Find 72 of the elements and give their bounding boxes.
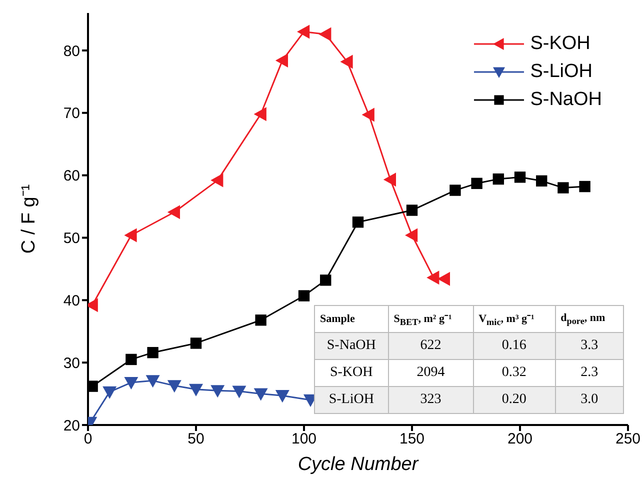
- y-tick-label: 30: [63, 354, 80, 372]
- point: [190, 338, 202, 349]
- annotation: 2.3: [580, 365, 598, 380]
- x-tick-label: 100: [291, 430, 317, 448]
- annotation: 0.20: [502, 392, 526, 407]
- annotation: 3.0: [580, 392, 598, 407]
- point: [210, 173, 224, 188]
- point: [536, 175, 548, 187]
- point: [255, 314, 266, 326]
- y-tick-label: 50: [63, 230, 80, 248]
- legend-label: S-LiOH: [530, 61, 592, 83]
- x-tick-label: 0: [84, 430, 92, 448]
- x-tick-label: 150: [399, 430, 425, 448]
- annotation: 3.3: [580, 338, 598, 353]
- y-tick-label: 40: [63, 292, 80, 310]
- point: [406, 204, 418, 216]
- annotation: d$_{pore}$, nm: [560, 312, 606, 326]
- annotation: 0.16: [502, 338, 526, 353]
- annotation: S$_{BET}$, m² g⁻¹: [394, 313, 452, 328]
- point: [147, 346, 158, 358]
- point: [298, 290, 310, 302]
- point: [254, 107, 266, 122]
- point: [558, 182, 569, 194]
- point: [579, 180, 590, 192]
- point: [437, 272, 450, 286]
- point: [88, 380, 98, 392]
- point: [471, 178, 482, 190]
- annotation: S-LiOH: [328, 392, 374, 407]
- point: [189, 384, 203, 396]
- x-axis-title: Cycle Number: [298, 454, 419, 475]
- point: [126, 354, 137, 366]
- point: [210, 385, 225, 398]
- point: [426, 270, 440, 285]
- point: [167, 380, 182, 393]
- x-tick-label: 250: [615, 430, 641, 448]
- point: [405, 228, 418, 242]
- annotation: 2094: [416, 365, 445, 380]
- point: [275, 53, 288, 68]
- legend-label: S-NaOH: [530, 89, 602, 111]
- annotation: S-NaOH: [326, 338, 376, 353]
- point: [340, 54, 353, 69]
- point: [167, 205, 180, 220]
- y-axis-title: C / F g⁻¹: [18, 184, 40, 254]
- point: [492, 173, 504, 185]
- annotation: V$_{mic}$, m³ g⁻¹: [478, 313, 534, 328]
- point: [362, 108, 374, 122]
- point: [146, 375, 160, 388]
- annotation: 0.32: [502, 365, 526, 380]
- point: [352, 216, 364, 228]
- point: [232, 386, 246, 398]
- point: [124, 228, 137, 242]
- point: [102, 386, 117, 399]
- point: [383, 172, 396, 187]
- annotation: 622: [420, 338, 442, 353]
- annotation: Sample: [320, 313, 355, 325]
- y-tick-label: 20: [63, 417, 80, 434]
- y-tick-label: 70: [63, 105, 80, 122]
- point: [297, 24, 310, 39]
- y-tick-label: 80: [63, 42, 80, 60]
- point: [320, 274, 332, 286]
- x-tick-label: 200: [507, 430, 533, 448]
- point: [514, 172, 526, 183]
- point: [450, 184, 461, 196]
- point: [124, 376, 138, 390]
- y-tick-label: 60: [63, 168, 80, 185]
- annotation: S-KOH: [330, 365, 373, 380]
- point: [254, 388, 268, 401]
- x-tick-label: 50: [188, 430, 204, 448]
- legend-label: S-KOH: [530, 33, 590, 55]
- point: [318, 27, 332, 42]
- point: [275, 390, 290, 403]
- annotation: 323: [420, 392, 442, 407]
